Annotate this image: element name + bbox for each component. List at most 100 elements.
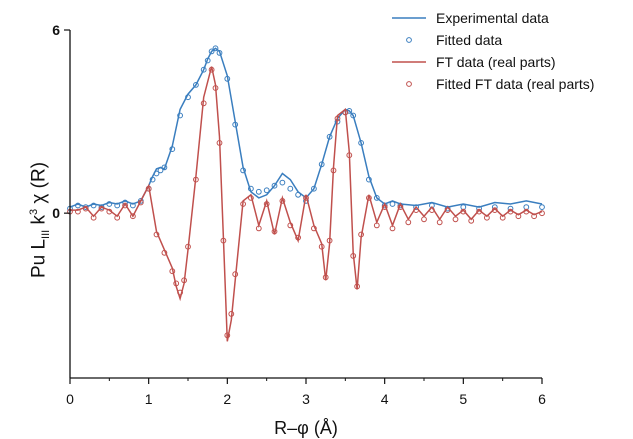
- data-point: [90, 202, 97, 209]
- data-point: [318, 243, 325, 250]
- data-point: [389, 225, 396, 232]
- y-tick-label: 6: [52, 22, 60, 38]
- data-point: [322, 274, 329, 281]
- y-tick-label: 0: [52, 205, 60, 221]
- data-point: [220, 237, 227, 244]
- data-point: [263, 201, 270, 207]
- data-point: [523, 208, 530, 215]
- data-point: [106, 208, 113, 215]
- data-point: [145, 185, 152, 192]
- data-point: [122, 202, 128, 209]
- data-point: [240, 167, 247, 174]
- data-point: [295, 234, 302, 241]
- data-point: [460, 208, 467, 215]
- legend-swatch: [406, 81, 412, 87]
- data-point: [452, 216, 459, 223]
- data-point: [373, 195, 380, 201]
- data-point: [436, 219, 443, 226]
- data-point: [444, 207, 451, 214]
- data-point: [161, 164, 168, 171]
- x-axis-label: R–φ (Å): [274, 418, 338, 438]
- data-point: [169, 146, 176, 153]
- data-point: [491, 207, 498, 214]
- axes: 0 1 2 3 4 5 6 0 6 R–φ (Å): [52, 22, 546, 438]
- data-point: [161, 249, 168, 256]
- plot-area: [67, 45, 545, 342]
- data-point: [208, 48, 215, 55]
- data-point: [216, 50, 223, 56]
- data-point: [326, 237, 333, 244]
- x-tick-label: 1: [145, 391, 153, 407]
- data-point: [153, 231, 160, 238]
- data-point: [271, 228, 278, 235]
- series-line-2: [70, 66, 543, 342]
- data-point: [224, 332, 231, 339]
- data-point: [287, 185, 294, 192]
- data-point: [515, 213, 522, 220]
- data-point: [185, 94, 191, 101]
- data-point: [130, 202, 136, 209]
- series-line-0: [69, 47, 543, 208]
- data-point: [193, 176, 199, 183]
- data-point: [366, 176, 372, 183]
- data-point: [263, 187, 270, 194]
- data-point: [342, 109, 349, 116]
- data-point: [295, 191, 302, 198]
- x-tick-label: 5: [459, 391, 467, 407]
- data-point: [212, 45, 219, 52]
- data-point: [216, 140, 223, 146]
- data-point: [413, 207, 420, 214]
- data-point: [106, 201, 113, 207]
- data-point: [98, 205, 105, 212]
- data-point: [200, 100, 207, 107]
- data-point: [366, 195, 372, 201]
- data-point: [389, 201, 396, 207]
- data-point: [279, 179, 286, 186]
- data-point: [476, 208, 483, 215]
- data-point: [330, 167, 337, 174]
- data-point: [130, 213, 136, 220]
- data-point: [137, 199, 144, 206]
- x-tick-label: 4: [381, 391, 389, 407]
- data-point: [531, 213, 537, 220]
- data-point: [232, 121, 239, 128]
- data-point: [248, 195, 254, 201]
- data-point: [208, 66, 215, 73]
- data-point: [90, 214, 97, 221]
- data-point: [157, 167, 164, 174]
- data-point: [350, 253, 357, 259]
- x-tick-label: 6: [538, 391, 546, 407]
- data-point: [204, 57, 211, 64]
- x-tick-label: 0: [66, 391, 74, 407]
- data-point: [303, 195, 309, 201]
- data-point: [354, 283, 361, 290]
- data-point: [318, 161, 325, 168]
- data-point: [311, 185, 317, 192]
- data-point: [114, 202, 121, 209]
- data-point: [421, 216, 427, 223]
- data-point: [507, 208, 514, 215]
- data-point: [153, 170, 160, 177]
- data-point: [381, 204, 388, 211]
- legend-label: Fitted FT data (real parts): [436, 76, 594, 92]
- data-point: [429, 207, 435, 214]
- data-point: [397, 204, 404, 211]
- data-point: [484, 214, 490, 221]
- x-tick-label: 2: [223, 391, 231, 407]
- legend: Experimental data Fitted data FT data (rea…: [392, 10, 594, 92]
- data-point: [326, 133, 333, 140]
- data-point: [311, 225, 317, 232]
- data-point: [287, 222, 294, 229]
- data-point: [539, 210, 545, 217]
- data-point: [358, 140, 365, 146]
- data-point: [499, 214, 506, 221]
- data-point: [373, 222, 380, 229]
- data-point: [271, 182, 278, 189]
- data-point: [346, 152, 353, 159]
- data-point: [468, 217, 475, 224]
- data-point: [212, 85, 219, 91]
- data-point: [350, 112, 357, 119]
- data-point: [358, 231, 365, 238]
- data-point: [173, 280, 180, 287]
